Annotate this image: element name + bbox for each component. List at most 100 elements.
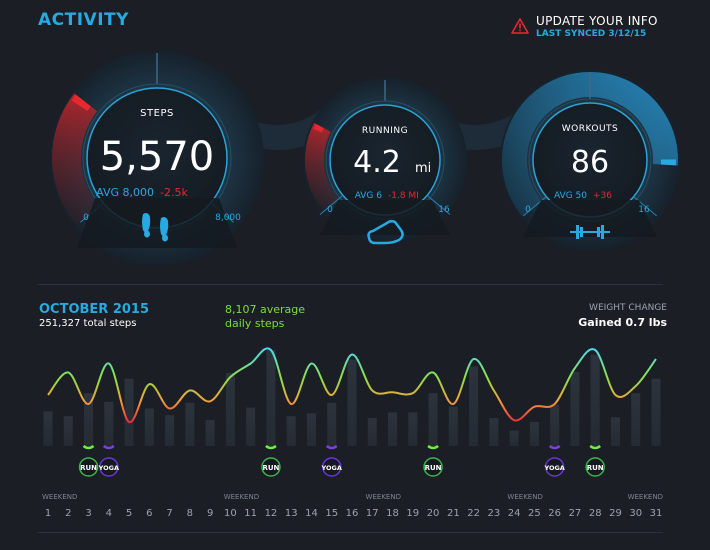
step-bar-day-17[interactable] bbox=[367, 418, 377, 446]
step-bar-day-25[interactable] bbox=[529, 422, 539, 446]
weekend-label: WEEKEND bbox=[366, 493, 401, 501]
shoe-icon bbox=[367, 219, 404, 245]
step-bar-day-31[interactable] bbox=[651, 378, 661, 446]
day-label-17[interactable]: 17 bbox=[366, 508, 379, 519]
run-badge-day-3[interactable]: RUN bbox=[78, 457, 99, 477]
day-label-28[interactable]: 28 bbox=[589, 508, 602, 519]
steps-level-fill bbox=[51, 93, 99, 226]
step-bar-day-2[interactable] bbox=[63, 416, 73, 446]
update-info-link[interactable]: UPDATE YOUR INFO bbox=[536, 14, 658, 28]
day-label-7[interactable]: 7 bbox=[166, 508, 172, 519]
steps-level-marker bbox=[71, 94, 91, 112]
step-bar-day-26[interactable] bbox=[550, 404, 560, 446]
day-label-30[interactable]: 30 bbox=[629, 508, 642, 519]
workouts-max: 16 bbox=[638, 205, 650, 215]
step-bar-day-27[interactable] bbox=[570, 372, 580, 446]
day-label-10[interactable]: 10 bbox=[224, 508, 237, 519]
activity-marker bbox=[589, 444, 601, 450]
step-bar-day-9[interactable] bbox=[205, 420, 215, 446]
running-min: 0 bbox=[327, 205, 333, 215]
step-bar-day-13[interactable] bbox=[286, 416, 296, 446]
day-label-15[interactable]: 15 bbox=[325, 508, 338, 519]
step-bar-day-22[interactable] bbox=[469, 366, 479, 446]
day-label-8[interactable]: 8 bbox=[187, 508, 193, 519]
day-label-31[interactable]: 31 bbox=[650, 508, 663, 519]
step-bar-day-16[interactable] bbox=[347, 359, 357, 446]
step-bar-day-15[interactable] bbox=[327, 402, 337, 446]
steps-gauge[interactable]: STEPS 5,570 AVG 8,000 -2.5k 0 8,000 bbox=[50, 51, 264, 265]
day-label-23[interactable]: 23 bbox=[487, 508, 500, 519]
steps-value: 5,570 bbox=[100, 134, 215, 180]
day-label-24[interactable]: 24 bbox=[508, 508, 521, 519]
svg-text:RUN: RUN bbox=[80, 464, 97, 472]
month-label[interactable]: OCTOBER 2015 bbox=[39, 302, 150, 317]
yoga-badge-day-26[interactable]: YOGA bbox=[543, 457, 565, 477]
workouts-gauge[interactable]: WORKOUTS 86 AVG 50 +36 0 16 bbox=[500, 70, 680, 250]
step-bar-day-12[interactable] bbox=[266, 350, 276, 446]
day-label-6[interactable]: 6 bbox=[146, 508, 152, 519]
step-bar-day-1[interactable] bbox=[43, 411, 53, 446]
day-label-25[interactable]: 25 bbox=[528, 508, 541, 519]
step-bar-day-29[interactable] bbox=[610, 417, 620, 446]
day-label-11[interactable]: 11 bbox=[244, 508, 257, 519]
gauges-panel: STEPS 5,570 AVG 8,000 -2.5k 0 8,000 RUNNING 4.… bbox=[50, 51, 680, 265]
workouts-label: WORKOUTS bbox=[562, 124, 619, 134]
weekend-label: WEEKEND bbox=[507, 493, 542, 501]
step-bar-day-10[interactable] bbox=[225, 373, 235, 446]
day-label-20[interactable]: 20 bbox=[427, 508, 440, 519]
day-label-21[interactable]: 21 bbox=[447, 508, 460, 519]
step-bar-day-11[interactable] bbox=[246, 407, 256, 446]
running-level-fill bbox=[305, 122, 339, 212]
step-bar-day-19[interactable] bbox=[408, 412, 418, 446]
day-label-9[interactable]: 9 bbox=[207, 508, 213, 519]
step-bar-day-8[interactable] bbox=[185, 402, 195, 446]
step-bar-day-3[interactable] bbox=[84, 393, 94, 446]
svg-text:YOGA: YOGA bbox=[98, 464, 119, 472]
yoga-badge-day-4[interactable]: YOGA bbox=[98, 457, 119, 477]
day-label-13[interactable]: 13 bbox=[285, 508, 298, 519]
step-bar-day-5[interactable] bbox=[124, 378, 134, 446]
step-bar-day-23[interactable] bbox=[489, 418, 499, 446]
step-bar-day-6[interactable] bbox=[144, 408, 154, 446]
day-label-18[interactable]: 18 bbox=[386, 508, 399, 519]
step-bar-day-30[interactable] bbox=[631, 393, 641, 446]
running-end-tick bbox=[426, 194, 451, 216]
weight-change-title: WEIGHT CHANGE bbox=[589, 303, 667, 313]
activity-marker bbox=[427, 444, 439, 450]
yoga-badge-day-15[interactable]: YOGA bbox=[321, 457, 342, 477]
run-badge-day-12[interactable]: RUN bbox=[261, 457, 281, 477]
day-label-3[interactable]: 3 bbox=[85, 508, 91, 519]
daily-steps-chart: RUN YOGA RUN YOGA RUN YOGA RUN WEEKEND WEEKEND W… bbox=[42, 347, 663, 519]
run-badge-day-20[interactable]: RUN bbox=[423, 457, 443, 477]
step-bar-day-20[interactable] bbox=[428, 393, 438, 446]
step-bar-day-21[interactable] bbox=[448, 406, 458, 446]
day-label-22[interactable]: 22 bbox=[467, 508, 480, 519]
day-label-16[interactable]: 16 bbox=[346, 508, 359, 519]
day-label-5[interactable]: 5 bbox=[126, 508, 132, 519]
alert-icon[interactable] bbox=[511, 18, 529, 34]
day-label-4[interactable]: 4 bbox=[106, 508, 112, 519]
weekend-label: WEEKEND bbox=[224, 493, 259, 501]
activity-marker bbox=[548, 444, 561, 450]
running-start-tick bbox=[319, 194, 344, 216]
step-bar-day-28[interactable] bbox=[590, 354, 600, 446]
step-bar-day-4[interactable] bbox=[104, 401, 114, 446]
day-label-29[interactable]: 29 bbox=[609, 508, 622, 519]
step-bar-day-18[interactable] bbox=[388, 412, 398, 446]
day-label-14[interactable]: 14 bbox=[305, 508, 318, 519]
run-badge-day-28[interactable]: RUN bbox=[585, 457, 605, 477]
day-label-12[interactable]: 12 bbox=[265, 508, 278, 519]
day-label-1[interactable]: 1 bbox=[45, 508, 51, 519]
running-gauge[interactable]: RUNNING 4.2 mi AVG 6 -1.8 MI 0 16 bbox=[303, 78, 467, 245]
day-label-19[interactable]: 19 bbox=[406, 508, 419, 519]
day-label-26[interactable]: 26 bbox=[548, 508, 561, 519]
step-bar-day-14[interactable] bbox=[306, 413, 316, 446]
step-bar-day-24[interactable] bbox=[509, 430, 519, 446]
workouts-min: 0 bbox=[525, 205, 531, 215]
steps-base bbox=[77, 198, 237, 248]
day-label-27[interactable]: 27 bbox=[569, 508, 582, 519]
steps-delta: -2.5k bbox=[160, 186, 188, 199]
average-steps-line2: daily steps bbox=[225, 317, 285, 330]
day-label-2[interactable]: 2 bbox=[65, 508, 71, 519]
step-bar-day-7[interactable] bbox=[165, 415, 175, 446]
